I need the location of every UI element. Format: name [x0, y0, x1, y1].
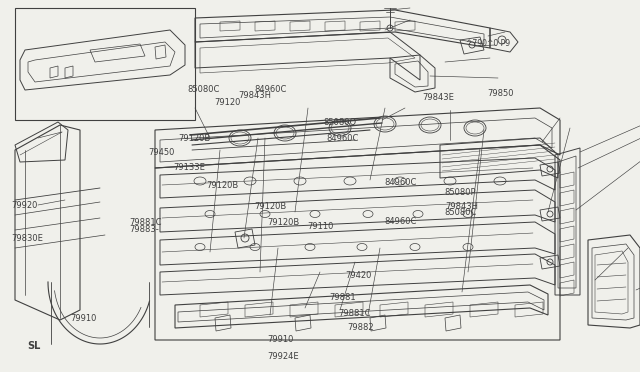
Text: 79120B: 79120B [206, 181, 238, 190]
Text: 79133E: 79133E [173, 163, 205, 172]
Text: 79910: 79910 [268, 335, 294, 344]
Text: 79883-: 79883- [129, 225, 159, 234]
Text: ^790^0 P9: ^790^0 P9 [466, 39, 510, 48]
Text: 85080C: 85080C [187, 85, 220, 94]
Text: 79420: 79420 [346, 271, 372, 280]
Text: 79924E: 79924E [268, 352, 299, 361]
Text: 79120: 79120 [214, 98, 241, 107]
Text: 79120B: 79120B [268, 218, 300, 227]
Text: 79882: 79882 [347, 323, 374, 332]
Text: 79850: 79850 [488, 89, 514, 98]
Text: 79881: 79881 [330, 293, 356, 302]
Text: 79910: 79910 [70, 314, 97, 323]
Text: 85080C: 85080C [445, 208, 477, 217]
Text: 84960C: 84960C [326, 134, 359, 143]
Text: 79120B: 79120B [255, 202, 287, 211]
Text: 79120B: 79120B [178, 134, 210, 143]
Text: 79881C: 79881C [129, 218, 162, 227]
Text: 85080P: 85080P [445, 188, 476, 197]
Text: 79843H: 79843H [445, 202, 478, 211]
Text: 79843H: 79843H [238, 92, 271, 100]
Text: 85080Q: 85080Q [323, 118, 356, 127]
Text: 84960C: 84960C [255, 85, 287, 94]
Text: 84960C: 84960C [384, 178, 417, 187]
Text: 79450: 79450 [148, 148, 175, 157]
Text: 84960C: 84960C [384, 217, 417, 226]
Text: 79920: 79920 [12, 201, 38, 210]
Text: 79110: 79110 [307, 222, 333, 231]
Text: 79830E: 79830E [12, 234, 44, 243]
Text: 79881C: 79881C [338, 309, 371, 318]
Text: 79843E: 79843E [422, 93, 454, 102]
Text: SL: SL [27, 341, 40, 351]
